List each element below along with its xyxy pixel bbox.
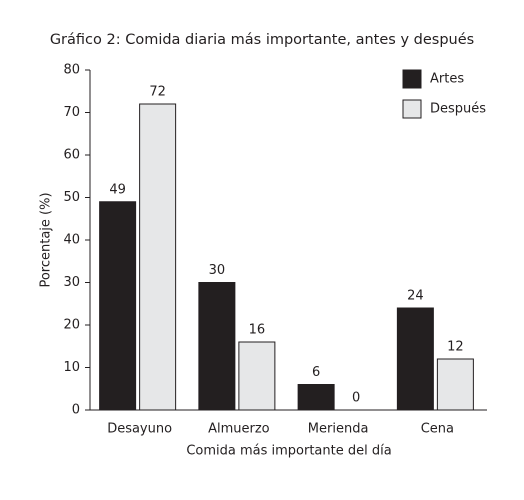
data-label: 49 [109, 182, 126, 197]
legend-swatch [402, 69, 422, 89]
bar [436, 358, 474, 411]
data-label: 30 [209, 263, 226, 278]
bar [99, 201, 137, 411]
data-label: 6 [312, 365, 320, 380]
data-label: 0 [352, 391, 360, 406]
x-tick-label: Desayuno [107, 422, 172, 437]
bar [198, 282, 236, 411]
y-axis-label: Porcentaje (%) [39, 192, 54, 287]
y-tick-label: 0 [72, 403, 80, 418]
x-axis-label: Comida más importante del día [186, 444, 391, 459]
data-label: 72 [149, 85, 166, 100]
bar [297, 384, 335, 411]
y-tick-label: 30 [63, 275, 80, 290]
data-label: 12 [447, 340, 464, 355]
x-tick-label: Merienda [308, 422, 369, 437]
x-tick-label: Cena [421, 422, 454, 437]
bar [396, 307, 434, 411]
y-tick-label: 40 [63, 233, 80, 248]
y-tick-label: 50 [63, 190, 80, 205]
legend-label: Después [430, 102, 486, 117]
bar [139, 103, 177, 411]
data-label: 16 [249, 323, 266, 338]
y-tick-label: 60 [63, 148, 80, 163]
legend-label: Artes [430, 72, 464, 87]
y-tick-label: 20 [63, 318, 80, 333]
y-tick-label: 80 [63, 63, 80, 78]
y-tick-label: 10 [63, 360, 80, 375]
legend-swatch [402, 99, 422, 119]
chart-title: Gráfico 2: Comida diaria más importante,… [50, 32, 474, 48]
bar [238, 341, 276, 411]
x-tick-label: Almuerzo [208, 422, 270, 437]
data-label: 24 [407, 289, 424, 304]
y-tick-label: 70 [63, 105, 80, 120]
